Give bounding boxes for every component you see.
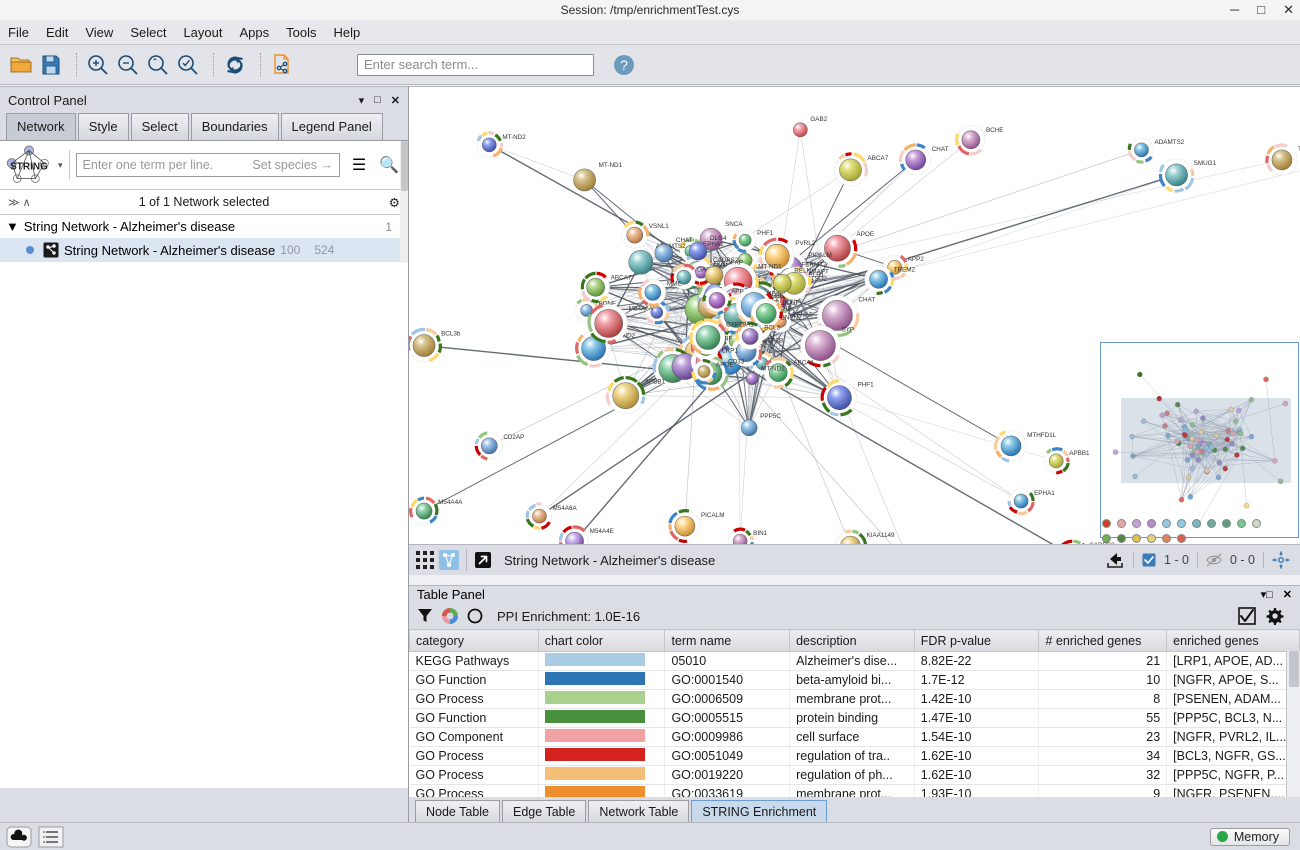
svg-text:CD2AP: CD2AP (503, 434, 524, 441)
svg-text:MT-ND2: MT-ND2 (502, 134, 526, 141)
svg-text:STRING: STRING (10, 162, 48, 173)
svg-text:BCL3: BCL3 (764, 324, 780, 331)
svg-text:PHF1: PHF1 (858, 382, 875, 389)
svg-text:APBB1: APBB1 (1069, 450, 1090, 457)
svg-text:PPP5C: PPP5C (760, 413, 781, 420)
svg-text:?: ? (620, 57, 628, 73)
svg-text:APOE: APOE (857, 231, 875, 238)
svg-text:APP2: APP2 (908, 256, 925, 263)
svg-text:ABCA1: ABCA1 (793, 360, 814, 367)
svg-text:MTHFD1L: MTHFD1L (1027, 432, 1057, 439)
svg-text:BCL3b: BCL3b (441, 330, 461, 337)
svg-text:LRP1: LRP1 (722, 348, 738, 355)
svg-text:BDNF: BDNF (782, 299, 799, 306)
svg-text:VSNL1: VSNL1 (649, 223, 669, 230)
svg-text:M54A4A: M54A4A (438, 499, 463, 506)
svg-text:EPHA1: EPHA1 (1034, 490, 1055, 497)
svg-text:CHAT: CHAT (932, 146, 949, 153)
svg-text:PICALM: PICALM (701, 512, 725, 519)
svg-text:APOE: APOE (716, 362, 734, 369)
svg-text:MAPT: MAPT (811, 268, 829, 275)
svg-text:TREM2: TREM2 (894, 266, 916, 273)
svg-text:APP: APP (731, 288, 744, 295)
svg-text:KIAA1149: KIAA1149 (867, 532, 895, 539)
svg-text:ADAMTS2: ADAMTS2 (1155, 139, 1185, 146)
svg-text:GFAP: GFAP (726, 259, 743, 266)
svg-text:PICALM: PICALM (808, 252, 832, 259)
svg-text:ABCA7: ABCA7 (611, 274, 632, 281)
svg-text:CHAT: CHAT (676, 237, 693, 244)
svg-text:GAB2: GAB2 (810, 116, 827, 123)
svg-text:BCHE: BCHE (986, 127, 1004, 134)
svg-text:MT-ND1: MT-ND1 (599, 162, 623, 169)
svg-text:MME: MME (667, 280, 682, 287)
svg-text:SMUG1: SMUG1 (1194, 160, 1217, 167)
svg-text:DLG4: DLG4 (710, 235, 727, 242)
svg-text:CADPS2: CADPS2 (1089, 542, 1115, 544)
svg-text:MT-ND1: MT-ND1 (758, 263, 782, 270)
svg-text:ABCA7: ABCA7 (868, 155, 889, 162)
svg-text:CHAT: CHAT (859, 296, 876, 303)
svg-text:M54A6A: M54A6A (552, 505, 577, 512)
svg-text:SYP: SYP (841, 326, 854, 333)
svg-text:CYP19A1: CYP19A1 (726, 321, 754, 328)
svg-text:SNCA: SNCA (725, 221, 743, 228)
svg-text:M54A4E: M54A4E (590, 528, 614, 535)
svg-text:APBB1: APBB1 (645, 379, 666, 386)
svg-text:PHF1: PHF1 (757, 230, 774, 237)
svg-text:MT-ND2: MT-ND2 (761, 366, 785, 373)
svg-text:BIN1: BIN1 (753, 530, 768, 537)
svg-text:RELN: RELN (794, 267, 811, 274)
svg-text:PVRL2: PVRL2 (795, 240, 815, 247)
